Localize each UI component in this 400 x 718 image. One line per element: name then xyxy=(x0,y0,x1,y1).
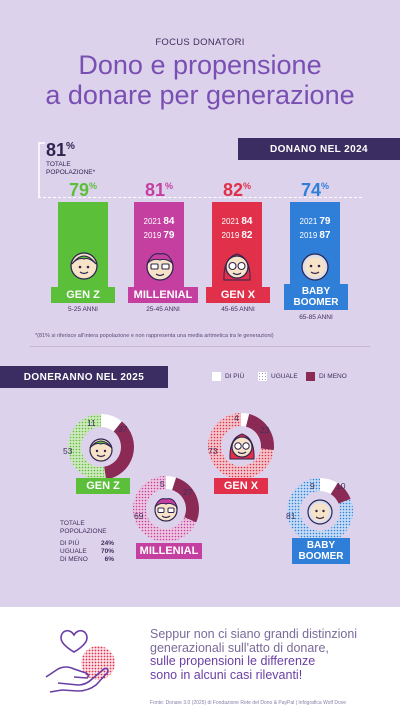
millenial-less-value: 27 xyxy=(183,487,193,497)
millenial-more-value: 5 xyxy=(160,479,165,489)
gen-z-more-value: 11 xyxy=(87,418,96,428)
baby-boomer-face-icon xyxy=(301,253,329,281)
baby-boomer-donut-face-icon xyxy=(307,499,333,525)
donut-1-more-segment xyxy=(166,476,177,490)
tp-row-more: DI PIÙ 24% xyxy=(60,540,114,547)
tp-row-same: UGUALE 70% xyxy=(60,548,114,555)
gen-x-more-value: 4 xyxy=(234,413,239,423)
legend-same: UGUALE xyxy=(258,372,298,381)
kicker: FOCUS DONATORI xyxy=(155,37,245,48)
tag-gen-z: GEN Z xyxy=(51,287,115,303)
donut-2-same-segment xyxy=(208,413,274,479)
donut-2-less-segment xyxy=(245,414,274,451)
donut-3-less-segment xyxy=(330,483,351,504)
gen-x-donut-face-icon xyxy=(229,433,255,460)
donut-2-more-segment xyxy=(241,413,250,427)
total-population-badge: 81% TOTALE POPOLAZIONE* xyxy=(46,140,96,176)
donut-1-same-segment xyxy=(133,476,197,542)
gen-x-same-value: 73 xyxy=(208,446,218,456)
gen-z-less-value: 37 xyxy=(118,424,128,434)
donut-0-less-segment xyxy=(104,421,135,480)
conclusion-message: Seppur non ci siano grandi distinzioni g… xyxy=(150,627,358,682)
total-bracket xyxy=(38,142,45,197)
donut-3-same-segment xyxy=(287,478,353,544)
donut-1-less-segment xyxy=(172,477,199,523)
baby-boomer-same-value: 81 xyxy=(286,511,296,521)
gen-z-same-value: 53 xyxy=(63,446,73,456)
age-gen-x: 45-65 ANNI xyxy=(221,306,255,313)
tp-row-less: DI MENO 6% xyxy=(60,556,114,563)
total-population-2025: TOTALE POPOLAZIONE DI PIÙ 24% UGUALE 70% D… xyxy=(60,520,114,563)
millenial-donut-face-icon xyxy=(154,498,178,522)
donut-tag-millenial: MILLENIAL xyxy=(136,543,202,559)
legend-more-swatch xyxy=(212,372,221,381)
donut-0-more-segment xyxy=(101,414,122,432)
section-title-2025: DONERANNO NEL 2025 xyxy=(0,366,168,388)
page-title: Dono e propensione a donare per generazi… xyxy=(45,50,355,110)
millenial-same-value: 69 xyxy=(134,511,144,521)
age-millenial: 25-45 ANNI xyxy=(146,306,180,313)
donut-tag-gen-z: GEN Z xyxy=(76,478,130,494)
donut-charts xyxy=(68,413,353,544)
gen-z-face-icon xyxy=(70,252,98,280)
footnote: *(81% si riferisce all'intera popolazion… xyxy=(35,333,274,339)
source-credit: Fonte: Donare 3.0 (2025) di Fondazione R… xyxy=(150,700,347,706)
donut-3-more-segment xyxy=(320,478,338,495)
age-gen-z: 5-25 ANNI xyxy=(68,306,98,313)
total-reference-line xyxy=(38,197,362,198)
gen-x-less-value: 23 xyxy=(260,425,270,435)
tag-millenial: MILLENIAL xyxy=(128,287,198,303)
footer-panel xyxy=(0,607,400,718)
legend-more: DI PIÙ xyxy=(212,372,244,381)
millenial-face-icon xyxy=(146,253,174,281)
donut-tag-baby-boomer: BABY BOOMER xyxy=(292,538,350,564)
hand-heart-icon xyxy=(45,629,115,693)
baby-boomer-more-value: 9 xyxy=(310,481,315,491)
legend-less-swatch xyxy=(306,372,315,381)
gen-z-donut-face-icon xyxy=(89,438,113,462)
donut-tag-gen-x: GEN X xyxy=(214,478,268,494)
baby-boomer-less-value: 10 xyxy=(336,481,346,491)
tag-baby-boomer: BABY BOOMER xyxy=(284,284,348,310)
donut-0-same-segment xyxy=(68,414,107,480)
section-divider xyxy=(30,346,370,347)
section-title-2024: DONANO NEL 2024 xyxy=(238,138,400,160)
legend-less: DI MENO xyxy=(306,372,347,381)
age-baby-boomer: 65-85 ANNI xyxy=(299,314,333,321)
tag-gen-x: GEN X xyxy=(206,287,270,303)
gen-x-face-icon xyxy=(223,253,251,281)
legend-same-swatch xyxy=(258,372,267,381)
